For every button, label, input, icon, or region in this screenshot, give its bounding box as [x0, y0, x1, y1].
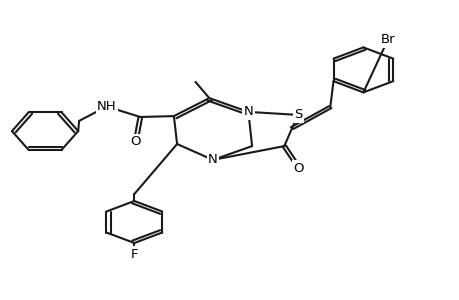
Text: NH: NH [97, 100, 116, 113]
Text: S: S [293, 108, 302, 122]
Text: N: N [243, 105, 253, 119]
Text: Br: Br [380, 33, 394, 46]
Text: O: O [293, 161, 303, 175]
Text: N: N [207, 153, 218, 167]
Text: O: O [130, 135, 140, 148]
Text: F: F [130, 248, 138, 261]
